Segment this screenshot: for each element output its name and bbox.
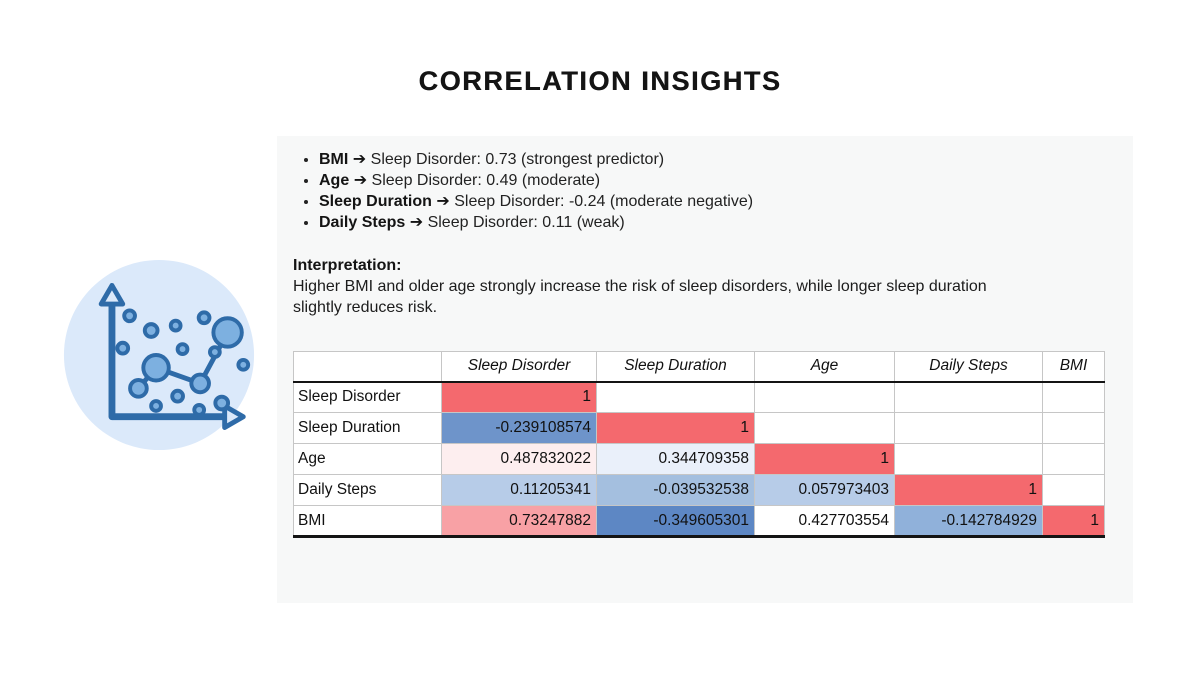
matrix-col-header: BMI	[1042, 351, 1105, 383]
page-title: CORRELATION INSIGHTS	[418, 66, 782, 96]
matrix-cell: -0.349605301	[596, 505, 755, 538]
matrix-col-header: Daily Steps	[894, 351, 1043, 383]
table-row: Sleep Duration -0.239108574 1	[293, 412, 1105, 444]
matrix-corner-cell	[293, 351, 442, 383]
matrix-cell	[894, 381, 1043, 413]
matrix-col-header: Sleep Disorder	[441, 351, 597, 383]
insight-item: Daily Steps ➔ Sleep Disorder: 0.11 (weak…	[319, 212, 1117, 233]
matrix-cell	[596, 381, 755, 413]
matrix-cell: 1	[754, 443, 895, 475]
matrix-cell	[1042, 381, 1105, 413]
insight-text: Sleep Disorder: 0.73 (strongest predicto…	[370, 151, 665, 168]
matrix-cell	[894, 443, 1043, 475]
matrix-row-label: Sleep Disorder	[293, 381, 442, 413]
insight-label: Sleep Duration	[319, 193, 432, 210]
interpretation-body: Higher BMI and older age strongly increa…	[293, 278, 987, 316]
insight-text: Sleep Disorder: 0.11 (weak)	[427, 214, 625, 231]
matrix-cell	[754, 381, 895, 413]
matrix-row-label: Age	[293, 443, 442, 475]
insight-text: Sleep Disorder: -0.24 (moderate negative…	[454, 193, 754, 210]
matrix-row-label: Sleep Duration	[293, 412, 442, 444]
matrix-cell	[1042, 412, 1105, 444]
matrix-cell: 0.344709358	[596, 443, 755, 475]
matrix-header-row: Sleep Disorder Sleep Duration Age Daily …	[293, 351, 1105, 383]
content-panel: BMI ➔ Sleep Disorder: 0.73 (strongest pr…	[277, 136, 1133, 603]
arrow-icon: ➔	[436, 193, 450, 210]
matrix-cell	[1042, 443, 1105, 475]
correlation-matrix-table: Sleep Disorder Sleep Duration Age Daily …	[293, 351, 1105, 538]
interpretation-block: Interpretation: Higher BMI and older age…	[293, 255, 1038, 318]
table-row: BMI 0.73247882 -0.349605301 0.427703554 …	[293, 505, 1105, 538]
matrix-cell	[894, 412, 1043, 444]
table-row: Sleep Disorder 1	[293, 381, 1105, 413]
matrix-cell: 1	[596, 412, 755, 444]
matrix-cell	[754, 412, 895, 444]
matrix-cell: -0.239108574	[441, 412, 597, 444]
insights-list: BMI ➔ Sleep Disorder: 0.73 (strongest pr…	[293, 149, 1117, 233]
matrix-cell: 1	[441, 381, 597, 413]
matrix-cell: 0.11205341	[441, 474, 597, 506]
arrow-icon: ➔	[409, 214, 424, 231]
matrix-col-header: Age	[754, 351, 895, 383]
scatter-plot-icon	[61, 257, 257, 453]
matrix-cell: 0.057973403	[754, 474, 895, 506]
insight-item: Age ➔ Sleep Disorder: 0.49 (moderate)	[319, 170, 1117, 191]
table-row: Daily Steps 0.11205341 -0.039532538 0.05…	[293, 474, 1105, 506]
matrix-cell: 1	[1042, 505, 1105, 538]
insight-label: BMI	[319, 151, 349, 168]
matrix-cell: 1	[894, 474, 1043, 506]
matrix-cell	[1042, 474, 1105, 506]
insight-label: Daily Steps	[319, 214, 406, 231]
matrix-row-label: BMI	[293, 505, 442, 538]
matrix-cell: 0.487832022	[441, 443, 597, 475]
insight-label: Age	[319, 172, 350, 189]
insight-item: Sleep Duration ➔ Sleep Disorder: -0.24 (…	[319, 191, 1117, 212]
interpretation-heading: Interpretation:	[293, 257, 402, 274]
matrix-cell: 0.73247882	[441, 505, 597, 538]
insight-text: Sleep Disorder: 0.49 (moderate)	[371, 172, 601, 189]
matrix-cell: -0.039532538	[596, 474, 755, 506]
matrix-row-label: Daily Steps	[293, 474, 442, 506]
insight-item: BMI ➔ Sleep Disorder: 0.73 (strongest pr…	[319, 149, 1117, 170]
scatter-plot-icon-svg	[63, 259, 255, 451]
arrow-icon: ➔	[352, 151, 367, 168]
arrow-icon: ➔	[353, 172, 368, 189]
table-row: Age 0.487832022 0.344709358 1	[293, 443, 1105, 475]
matrix-cell: -0.142784929	[894, 505, 1043, 538]
matrix-cell: 0.427703554	[754, 505, 895, 538]
matrix-col-header: Sleep Duration	[596, 351, 755, 383]
